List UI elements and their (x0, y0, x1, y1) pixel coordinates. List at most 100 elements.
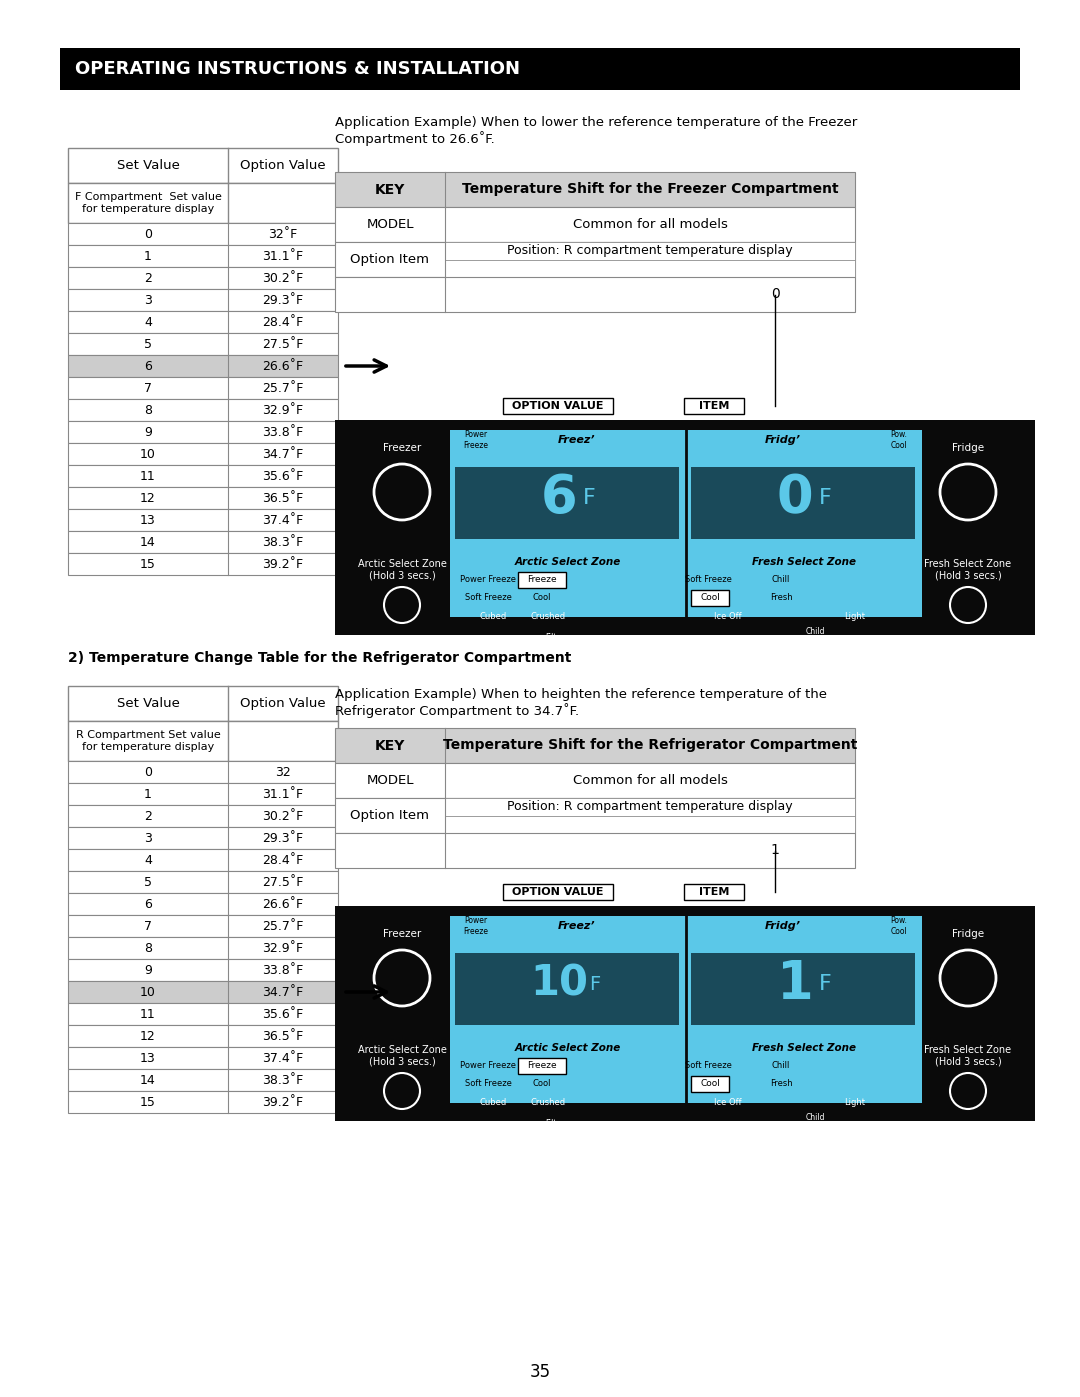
Text: Cubed: Cubed (480, 612, 507, 622)
Bar (335, 420, 1035, 636)
Bar (68, 1003, 338, 1025)
Text: F Compartment  Set value
for temperature display: F Compartment Set value for temperature … (75, 193, 221, 214)
Text: 25.7˚F: 25.7˚F (262, 919, 303, 933)
Text: 0: 0 (777, 472, 813, 524)
Bar (445, 798, 855, 816)
Text: Cool: Cool (532, 594, 551, 602)
Text: 1: 1 (777, 958, 813, 1010)
Text: 14: 14 (140, 1073, 156, 1087)
Text: 31.1˚F: 31.1˚F (262, 788, 303, 800)
Bar (445, 260, 855, 277)
Text: 26.6˚F: 26.6˚F (262, 897, 303, 911)
Bar (68, 312, 338, 332)
Text: Ice Off: Ice Off (714, 1098, 742, 1106)
Text: 33.8˚F: 33.8˚F (262, 426, 303, 439)
Text: Arctic Select Zone: Arctic Select Zone (515, 1044, 621, 1053)
Text: 36.5˚F: 36.5˚F (262, 1030, 303, 1042)
Text: 28.4˚F: 28.4˚F (262, 316, 303, 328)
Bar (68, 443, 338, 465)
Bar (68, 981, 338, 1003)
Text: Water: Water (832, 638, 859, 647)
Bar (68, 183, 338, 224)
Text: Freeze: Freeze (527, 576, 557, 584)
Text: 6: 6 (541, 472, 578, 524)
Bar (68, 1091, 338, 1113)
Text: 39.2˚F: 39.2˚F (262, 1095, 303, 1108)
Bar (68, 958, 338, 981)
Text: 37.4˚F: 37.4˚F (262, 1052, 303, 1065)
Text: Crushed: Crushed (530, 1098, 566, 1106)
Text: 32: 32 (275, 766, 291, 778)
Text: R Compartment Set value
for temperature display: R Compartment Set value for temperature … (76, 731, 220, 752)
Bar (68, 782, 338, 805)
Text: Light: Light (845, 1098, 865, 1106)
Text: Common for all models: Common for all models (572, 774, 728, 787)
Text: 38.3˚F: 38.3˚F (262, 1073, 303, 1087)
Text: Ice: Ice (503, 638, 516, 647)
Bar (68, 686, 338, 721)
Bar (335, 172, 855, 207)
Text: ITEM: ITEM (699, 887, 729, 897)
Text: 5: 5 (144, 876, 152, 888)
Text: 32.9˚F: 32.9˚F (262, 942, 303, 954)
Text: Soft Freeze: Soft Freeze (464, 1080, 512, 1088)
Bar (450, 916, 922, 1104)
Text: OPERATING INSTRUCTIONS & INSTALLATION: OPERATING INSTRUCTIONS & INSTALLATION (75, 60, 519, 78)
Bar (68, 893, 338, 915)
Bar (60, 47, 1020, 89)
Text: Child
Lock
(Hold 3 secs.): Child Lock (Hold 3 secs.) (788, 627, 841, 657)
Text: 35.6˚F: 35.6˚F (262, 1007, 303, 1020)
Text: KEY: KEY (375, 183, 405, 197)
Bar (503, 398, 613, 414)
Text: 38.3˚F: 38.3˚F (262, 535, 303, 549)
Text: 2: 2 (144, 271, 152, 285)
Text: 11: 11 (140, 469, 156, 482)
Text: Child
Lock
(Hold 3 secs.): Child Lock (Hold 3 secs.) (788, 1113, 841, 1143)
Text: OPTION VALUE: OPTION VALUE (512, 401, 604, 411)
Text: Crushed: Crushed (530, 612, 566, 622)
Text: Option Item: Option Item (351, 253, 430, 265)
Text: 30.2˚F: 30.2˚F (262, 809, 303, 823)
Text: Fresh: Fresh (770, 594, 793, 602)
Text: Option Item: Option Item (351, 809, 430, 821)
Bar (450, 430, 922, 617)
Text: 25.7˚F: 25.7˚F (262, 381, 303, 394)
Text: F: F (819, 974, 832, 995)
Text: Filter
Change
(Hold 3 secs.): Filter Change (Hold 3 secs.) (529, 1119, 581, 1148)
Text: 36.5˚F: 36.5˚F (262, 492, 303, 504)
Bar (335, 277, 855, 312)
Bar (68, 937, 338, 958)
Text: F: F (582, 488, 595, 509)
Bar (445, 242, 855, 260)
Bar (503, 884, 613, 900)
Text: F: F (819, 488, 832, 509)
Text: Cubed: Cubed (480, 1098, 507, 1106)
Text: 37.4˚F: 37.4˚F (262, 514, 303, 527)
Text: 10: 10 (140, 985, 156, 999)
Bar (684, 884, 744, 900)
Text: Power
Freeze: Power Freeze (463, 430, 488, 450)
Text: 31.1˚F: 31.1˚F (262, 250, 303, 263)
Text: Freezer: Freezer (383, 929, 421, 939)
Text: 12: 12 (140, 492, 156, 504)
Text: Fresh Select Zone: Fresh Select Zone (752, 557, 856, 567)
Bar (68, 420, 338, 443)
Text: Set Value: Set Value (117, 697, 179, 710)
Bar (68, 244, 338, 267)
Text: Common for all models: Common for all models (572, 218, 728, 231)
Text: Application Example) When to lower the reference temperature of the Freezer
Comp: Application Example) When to lower the r… (335, 116, 858, 147)
Text: Set Value: Set Value (117, 159, 179, 172)
Text: 27.5˚F: 27.5˚F (262, 338, 303, 351)
Text: 33.8˚F: 33.8˚F (262, 964, 303, 977)
Bar (68, 805, 338, 827)
Text: 13: 13 (140, 1052, 156, 1065)
Text: Freez’: Freez’ (558, 921, 596, 930)
Bar (68, 488, 338, 509)
Bar (68, 827, 338, 849)
Text: Freeze: Freeze (527, 1062, 557, 1070)
Text: 34.7˚F: 34.7˚F (262, 985, 303, 999)
Text: 2) Temperature Change Table for the Refrigerator Compartment: 2) Temperature Change Table for the Refr… (68, 651, 571, 665)
Bar (68, 377, 338, 400)
Text: KEY: KEY (375, 739, 405, 753)
Bar (68, 355, 338, 377)
